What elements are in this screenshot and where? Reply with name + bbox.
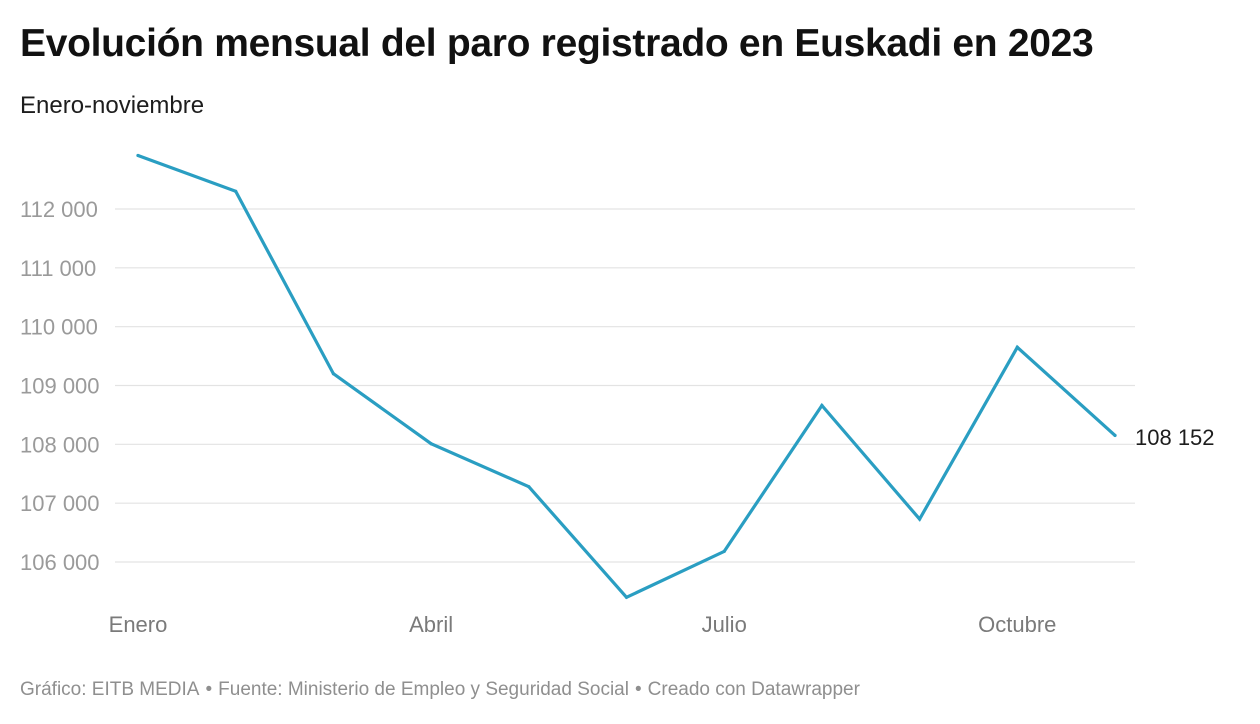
x-tick-label: Julio xyxy=(702,612,747,637)
footer-separator: • xyxy=(634,679,642,700)
data-point xyxy=(722,549,726,554)
y-tick-label: 111 000 xyxy=(20,256,96,281)
series-line xyxy=(136,153,1117,600)
y-axis-tick-labels: 106 000 107 000 108 000 109 000 110 000 111 0… xyxy=(20,197,100,575)
gridlines xyxy=(115,208,1135,563)
data-point xyxy=(820,403,824,408)
chart-footer: Gráfico: EITB MEDIA • Fuente: Ministerio d… xyxy=(20,679,860,701)
y-tick-label: 108 000 xyxy=(20,432,100,457)
data-point xyxy=(331,372,335,376)
data-point xyxy=(234,189,238,193)
data-point xyxy=(136,153,140,158)
footer-separator: • xyxy=(205,679,213,700)
x-axis-tick-labels: Enero Abril Julio Octubre xyxy=(109,612,1057,637)
y-tick-label: 107 000 xyxy=(20,491,100,516)
y-tick-label: 110 000 xyxy=(20,315,98,340)
x-tick-label: Enero xyxy=(109,612,168,637)
x-tick-label: Abril xyxy=(409,612,453,637)
data-point xyxy=(624,595,629,599)
data-point xyxy=(429,442,433,446)
y-tick-label: 109 000 xyxy=(20,374,100,399)
x-tick-label: Octubre xyxy=(978,612,1056,637)
y-tick-label: 106 000 xyxy=(20,550,100,575)
chart-subtitle: Enero-noviembre xyxy=(20,92,205,119)
data-point xyxy=(1015,345,1019,349)
data-point xyxy=(527,485,531,489)
footer-source: Fuente: Ministerio de Empleo y Seguridad… xyxy=(218,679,629,700)
data-point xyxy=(918,517,922,521)
data-labels: 108 152 xyxy=(1135,425,1215,450)
data-point xyxy=(1113,433,1117,437)
end-value-label: 108 152 xyxy=(1135,425,1215,450)
y-tick-label: 112 000 xyxy=(20,197,98,222)
chart-title: Evolución mensual del paro registrado en… xyxy=(20,22,1094,65)
series-layer xyxy=(136,153,1117,600)
footer-datawrapper-credit: Creado con Datawrapper xyxy=(647,679,860,700)
footer-graphic-credit: Gráfico: EITB MEDIA xyxy=(20,679,200,700)
